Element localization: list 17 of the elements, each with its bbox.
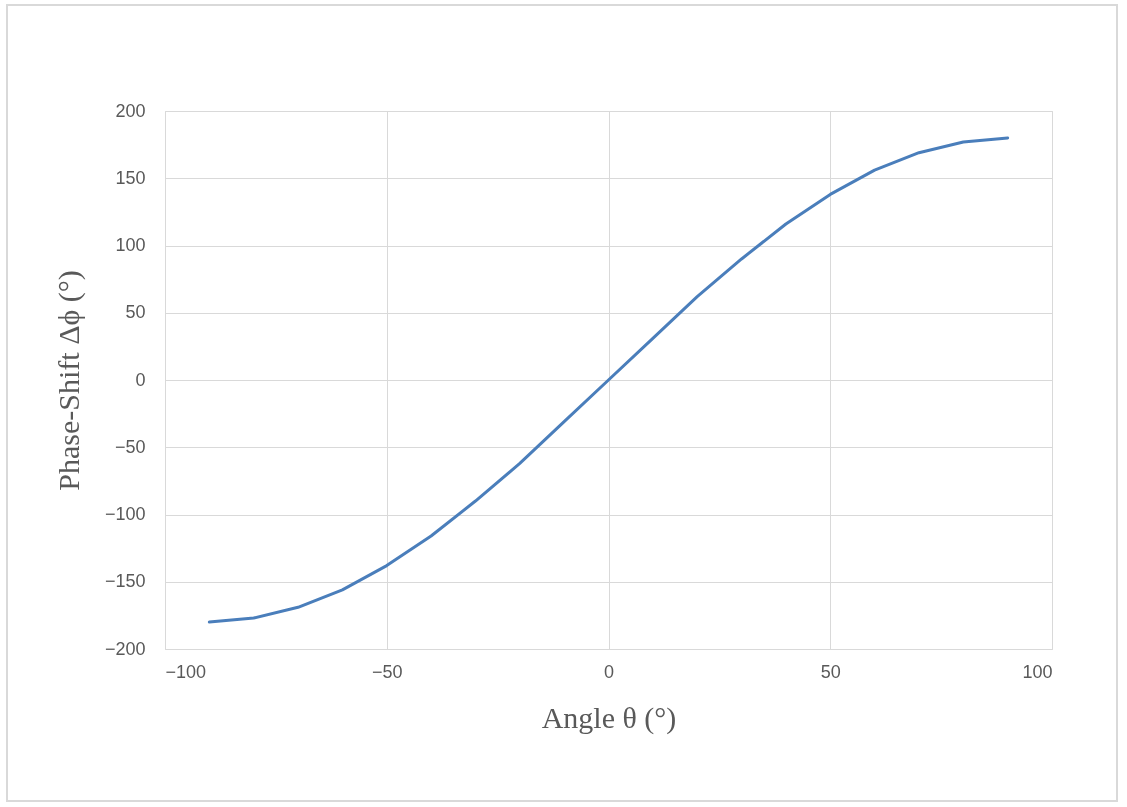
x-tick-label: 0 [603,661,615,682]
y-tick-label: −200 [104,638,146,659]
x-tick-label: −50 [371,661,403,682]
y-tick-label: −100 [104,504,146,524]
line-series [207,136,1010,624]
y-tick-label: 100 [115,235,146,255]
y-tick-label: 50 [125,302,146,323]
x-tick-label: 50 [820,661,841,682]
y-tick-label: 150 [115,167,146,188]
x-axis-title: Angle θ (°) [541,700,677,735]
x-tick-label: −100 [165,661,207,682]
y-tick-label: −50 [114,436,146,457]
y-tick-label: 200 [115,100,146,121]
x-tick-label: 100 [1022,661,1053,682]
y-tick-label: −150 [104,571,146,592]
y-tick-label: 0 [135,369,146,390]
y-axis-title: Phase-Shift Δϕ (°) [51,270,86,491]
